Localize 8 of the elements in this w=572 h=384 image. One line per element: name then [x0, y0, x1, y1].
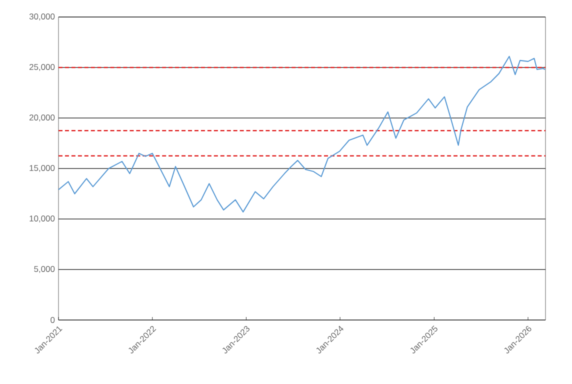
y-tick-label: 5,000 — [34, 266, 55, 273]
line-series — [58, 56, 546, 212]
y-tick-label: 25,000 — [30, 64, 55, 71]
y-tick-label: 15,000 — [30, 165, 55, 172]
y-tick-label: 10,000 — [30, 216, 55, 222]
y-tick-label: 20,000 — [30, 114, 55, 122]
y-tick-label: 30,000 — [29, 14, 55, 20]
y-tick-label: 0 — [50, 317, 55, 323]
